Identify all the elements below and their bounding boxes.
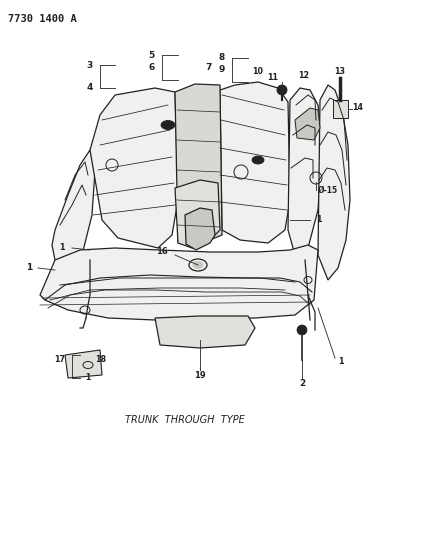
Polygon shape [40,245,318,320]
Polygon shape [295,108,320,140]
Text: 3: 3 [87,61,93,69]
Text: 1: 1 [26,263,32,272]
Polygon shape [175,180,220,248]
Ellipse shape [161,120,175,130]
Polygon shape [288,88,322,255]
Polygon shape [220,82,290,243]
Text: 19: 19 [194,370,206,379]
Text: 14: 14 [352,103,363,112]
Text: 4: 4 [86,84,93,93]
Polygon shape [175,84,222,248]
Text: 11: 11 [267,74,278,83]
Text: 16: 16 [156,247,168,256]
Text: TRUNK  THROUGH  TYPE: TRUNK THROUGH TYPE [125,415,245,425]
Polygon shape [185,208,215,250]
Circle shape [277,85,287,95]
Polygon shape [155,316,255,348]
Polygon shape [318,85,350,280]
Text: 18: 18 [95,356,106,365]
Polygon shape [65,350,102,378]
Text: 1: 1 [316,215,321,224]
Polygon shape [333,100,348,118]
Text: 10: 10 [252,68,263,77]
Text: 8: 8 [219,53,225,62]
Text: 1: 1 [85,374,91,383]
Text: 13: 13 [335,68,345,77]
Ellipse shape [193,262,203,269]
Text: 5: 5 [149,51,155,60]
Text: 9: 9 [219,66,225,75]
Text: 6: 6 [149,63,155,72]
Text: 7: 7 [205,63,211,72]
Polygon shape [90,88,178,248]
Text: 1: 1 [338,358,344,367]
Polygon shape [52,150,95,270]
Text: 1: 1 [59,244,65,253]
Text: 12: 12 [298,71,309,80]
Text: Ø-15: Ø-15 [318,185,338,195]
Text: 17: 17 [54,356,65,365]
Ellipse shape [252,156,264,164]
Circle shape [297,325,307,335]
Text: 2: 2 [299,378,305,387]
Text: 7730 1400 A: 7730 1400 A [8,14,77,24]
